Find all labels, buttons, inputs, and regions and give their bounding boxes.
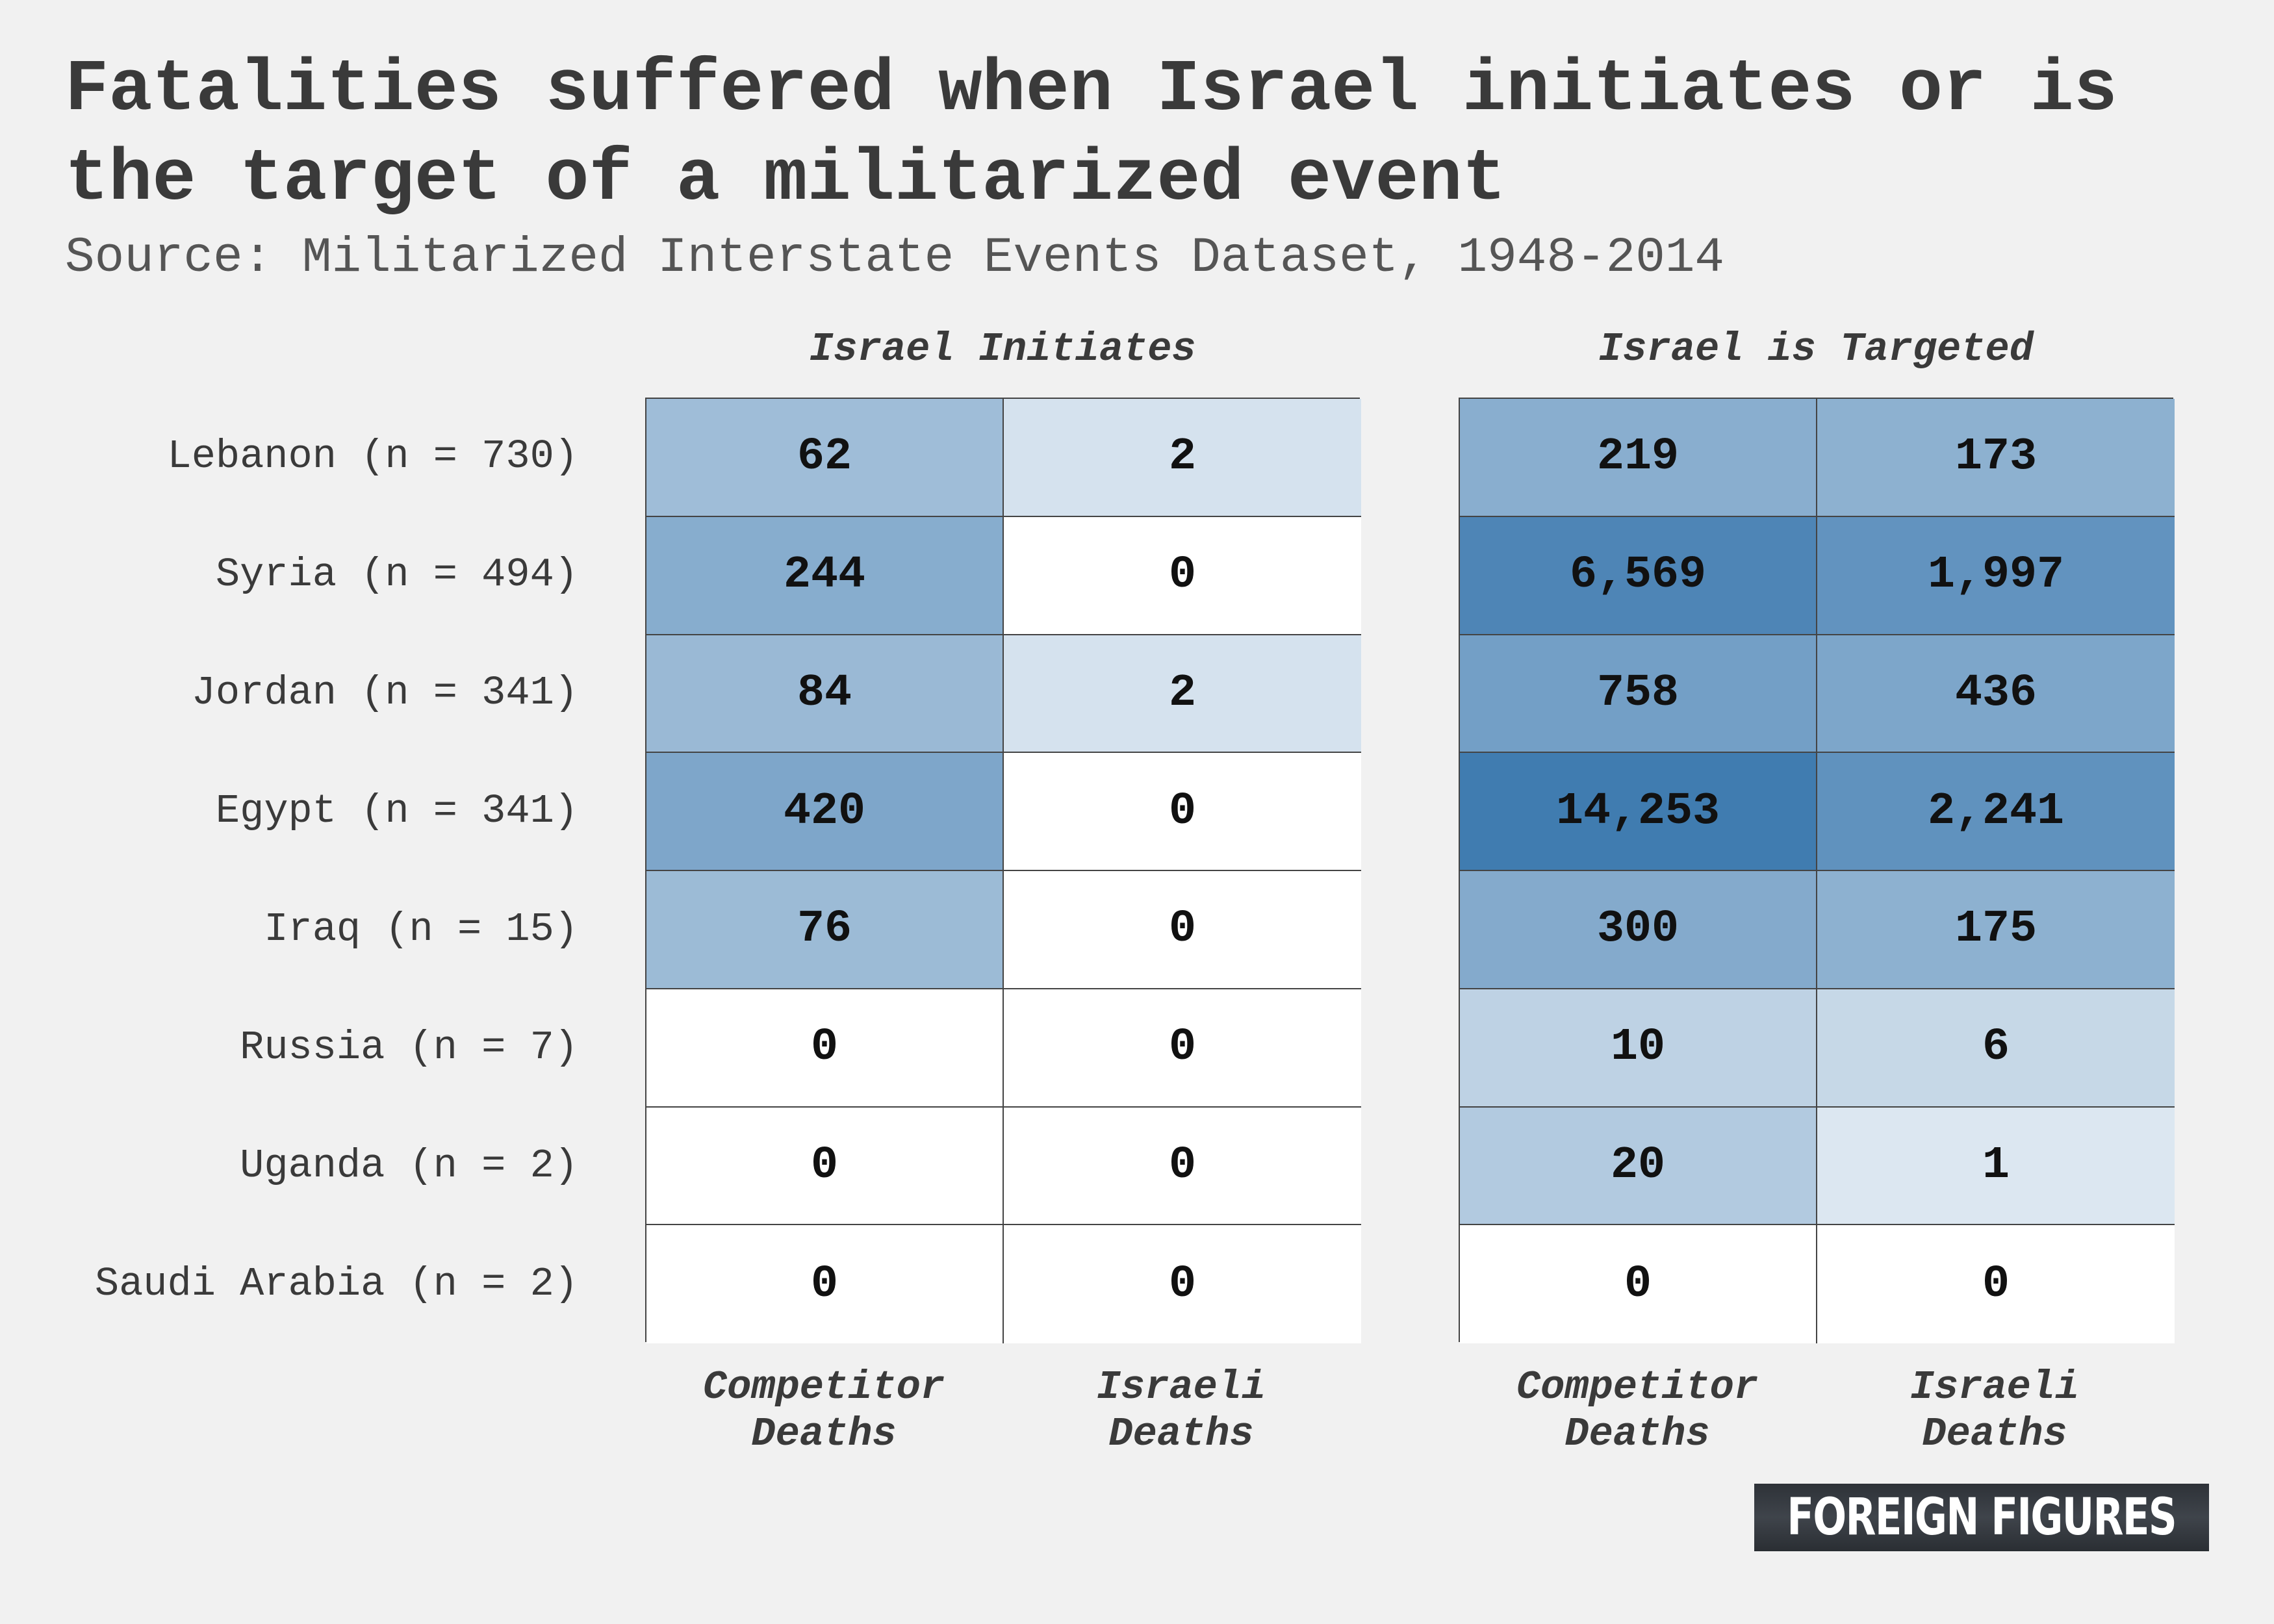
column-label-israeli-deaths: Israeli Deaths [1910,1364,2080,1457]
row-label: Russia (n = 7) [240,1024,578,1071]
heatmap-cell: 244 [646,516,1004,635]
column-labels-targeted: Competitor Deaths Israeli Deaths [1459,1364,2173,1458]
row-label: Saudi Arabia (n = 2) [94,1261,578,1307]
chart-title: Fatalities suffered when Israel initiate… [65,49,2117,221]
brand-label: FOREIGN FIGURES [1787,1488,2177,1547]
heatmap-cell: 219 [1460,399,1817,517]
heatmap-cell: 0 [1004,1107,1361,1226]
heatmap-cell: 0 [646,1225,1004,1343]
heatmap-cell: 758 [1460,635,1817,754]
heatmap-cell: 0 [1004,516,1361,635]
heatmap-cell: 20 [1460,1107,1817,1226]
heatmap-cell: 2,241 [1817,753,2175,871]
heatmap-cell: 6 [1817,989,2175,1108]
heatmap-cell: 0 [646,989,1004,1108]
column-label-competitor-deaths: Competitor Deaths [702,1364,945,1457]
panel-header-initiates: Israel Initiates [809,326,1196,372]
column-label-competitor-deaths: Competitor Deaths [1516,1364,1759,1457]
heatmap-cell: 2 [1004,635,1361,754]
heatmap-cell: 62 [646,399,1004,517]
heatmap-cell: 0 [1460,1225,1817,1343]
heatmap-cell: 14,253 [1460,753,1817,871]
row-label: Egypt (n = 341) [215,788,578,834]
heatmap-cell: 84 [646,635,1004,754]
row-label: Syria (n = 494) [215,552,578,598]
heatmap-cell: 0 [1817,1225,2175,1343]
heatmap-cell: 420 [646,753,1004,871]
heatmap-cell: 0 [1004,871,1361,989]
row-labels: Lebanon (n = 730) Syria (n = 494) Jordan (… [0,398,578,1343]
panel-header-targeted: Israel is Targeted [1598,326,2034,372]
heatmap-initiates: 62 2 244 0 84 2 420 0 76 0 0 0 0 0 0 0 [645,398,1361,1343]
row-label: Lebanon (n = 730) [167,433,578,479]
heatmap-cell: 175 [1817,871,2175,989]
heatmap-cell: 10 [1460,989,1817,1108]
heatmap-cell: 173 [1817,399,2175,517]
heatmap-cell: 300 [1460,871,1817,989]
column-labels-initiates: Competitor Deaths Israeli Deaths [645,1364,1360,1458]
brand-logo: FOREIGN FIGURES [1754,1484,2209,1551]
heatmap-cell: 0 [1004,989,1361,1108]
column-label-israeli-deaths: Israeli Deaths [1096,1364,1266,1457]
heatmap-cell: 1 [1817,1107,2175,1226]
heatmap-cell: 0 [646,1107,1004,1226]
heatmap-cell: 1,997 [1817,516,2175,635]
row-label: Jordan (n = 341) [191,670,578,716]
heatmap-cell: 0 [1004,753,1361,871]
chart-subtitle: Source: Militarized Interstate Events Da… [65,230,1725,286]
row-label: Uganda (n = 2) [240,1143,578,1189]
heatmap-cell: 0 [1004,1225,1361,1343]
heatmap-cell: 2 [1004,399,1361,517]
heatmap-cell: 436 [1817,635,2175,754]
heatmap-cell: 6,569 [1460,516,1817,635]
row-label: Iraq (n = 15) [264,906,578,952]
heatmap-targeted: 219 173 6,569 1,997 758 436 14,253 2,241 300 175 1… [1459,398,2175,1343]
heatmap-cell: 76 [646,871,1004,989]
